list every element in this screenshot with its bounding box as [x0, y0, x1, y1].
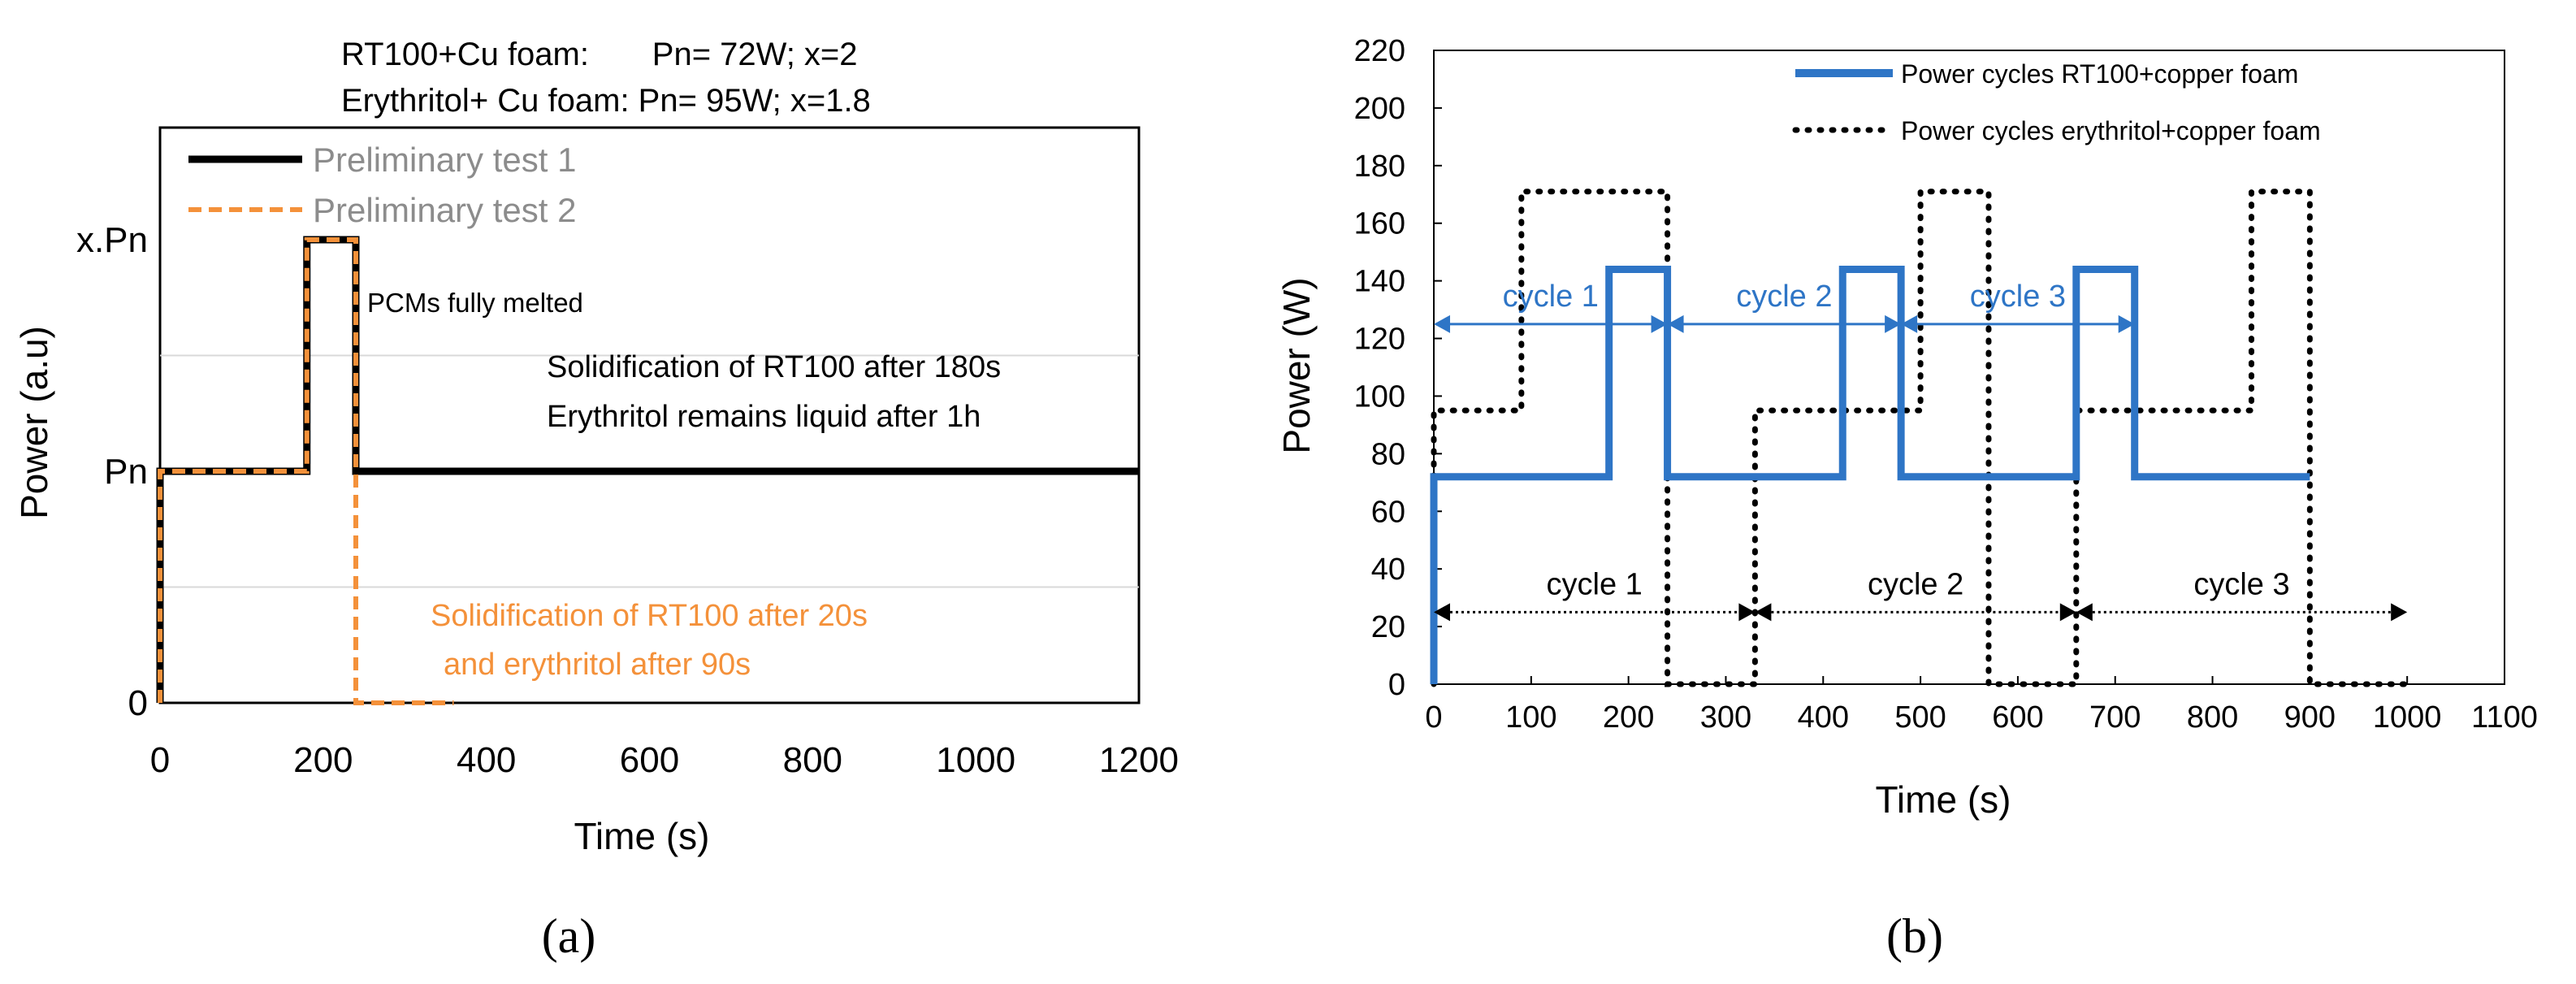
cycle-arrowhead-left [1755, 603, 1772, 622]
panel-b-y-tick-label: 140 [1354, 265, 1405, 299]
panel-b-x-tick-label: 500 [1894, 700, 1946, 735]
annotation-pcms-melted: PCMs fully melted [367, 288, 583, 318]
annotation-test1-line-2: Erythritol remains liquid after 1h [547, 400, 981, 434]
panel-b-x-axis-label: Time (s) [1876, 778, 2011, 821]
panel-b-y-tick-label: 40 [1371, 553, 1405, 587]
panel-b-figure-label: (b) [1886, 909, 1943, 963]
panel-a-y-axis-label: Power (a.u) [13, 326, 55, 519]
cycle-label: cycle 3 [2193, 567, 2289, 601]
cycle-marker-black-cycle-2: cycle 2 [1755, 567, 2076, 622]
cycle-marker-black-cycle-3: cycle 3 [2076, 567, 2408, 622]
panel-a-header-line-2: Erythritol+ Cu foam: Pn= 95W; x=1.8 [341, 83, 871, 119]
panel-b-y-tick-label: 100 [1354, 379, 1405, 414]
panel-a-x-tick-label: 800 [783, 740, 842, 780]
panel-a: RT100+Cu foam: Pn= 72W; x=2 Erythritol+ … [13, 37, 1179, 963]
panel-b-y-tick-label: 180 [1354, 150, 1405, 184]
panel-a-x-axis-label: Time (s) [574, 815, 710, 857]
panel-b-y-tick-label: 80 [1371, 437, 1405, 471]
panel-b-x-tick-label: 800 [2187, 700, 2238, 735]
panel-b-y-tick-label: 0 [1388, 668, 1405, 702]
cycle-arrowhead-right [2059, 603, 2076, 622]
panel-a-x-tick-label: 200 [293, 740, 353, 780]
panel-a-y-tick-labels: 0 Pn x.Pn [76, 220, 148, 723]
panel-b-x-tick-label: 700 [2089, 700, 2141, 735]
panel-b-x-tick-labels: 0 100 200 300 400 500 600 700 800 900 1000 1100 [1425, 700, 2537, 735]
panel-b-x-tick-label: 600 [1992, 700, 2043, 735]
panel-a-y-tick-label-x-pn: x.Pn [76, 220, 148, 260]
panel-b-x-tick-label: 200 [1603, 700, 1654, 735]
panel-a-x-tick-label: 0 [150, 740, 170, 780]
cycle-label: cycle 1 [1547, 567, 1643, 601]
panel-b-y-tick-labels: 0 20 40 60 80 100 120 140 160 180 200 220 [1354, 34, 1405, 702]
legend-label-test-1: Preliminary test 1 [313, 141, 576, 179]
cycle-arrowhead-left [1434, 603, 1450, 622]
series-power-cycles-erythritol-copper-foam [1431, 189, 2410, 687]
panel-b-x-tick-label: 100 [1505, 700, 1556, 735]
panel-b: cycle 1 cycle 2 cycle 3 cycle 1 cycle 2 cycle… [1275, 34, 2538, 963]
series-power-cycles-rt100-copper-foam [1430, 265, 2310, 684]
panel-b-cycle-markers: cycle 1 cycle 2 cycle 3 cycle 1 cycle 2 cycle… [1434, 280, 2408, 622]
panel-a-x-tick-label: 600 [620, 740, 679, 780]
panel-a-y-tick-label-pn: Pn [104, 452, 148, 492]
panel-b-x-tick-label: 400 [1798, 700, 1849, 735]
panel-a-x-tick-labels: 0 200 400 600 800 1000 1200 [150, 740, 1179, 780]
series-preliminary-test-2 [158, 237, 454, 705]
legend-label-rt100: Power cycles RT100+copper foam [1901, 59, 2298, 89]
panel-b-series [1430, 189, 2410, 687]
panel-a-x-tick-label: 400 [457, 740, 516, 780]
panel-b-y-tick-label: 220 [1354, 34, 1405, 68]
panel-b-x-tick-label: 900 [2284, 700, 2336, 735]
legend-label-erythritol: Power cycles erythritol+copper foam [1901, 116, 2321, 145]
panel-b-y-tick-label: 20 [1371, 610, 1405, 644]
panel-a-legend: Preliminary test 1 Preliminary test 2 [188, 141, 576, 229]
panel-a-x-tick-label: 1200 [1099, 740, 1179, 780]
panel-b-y-tick-label: 60 [1371, 495, 1405, 529]
panel-b-y-axis-label: Power (W) [1275, 277, 1318, 453]
cycle-label: cycle 1 [1503, 280, 1599, 314]
cycle-marker-blue-cycle-3: cycle 3 [1901, 280, 2135, 333]
cycle-arrowhead-left [1901, 314, 1918, 333]
panel-b-x-tick-label: 0 [1425, 700, 1442, 735]
cycle-label: cycle 2 [1868, 567, 1963, 601]
panel-a-series [156, 236, 1139, 705]
annotation-test2-line-1: Solidification of RT100 after 20s [431, 599, 868, 633]
cycle-arrowhead-right [2391, 603, 2408, 622]
panel-a-gridlines [160, 354, 1139, 588]
panel-a-y-tick-label-0: 0 [128, 683, 148, 723]
legend-label-test-2: Preliminary test 2 [313, 191, 576, 229]
cycle-arrowhead-right [1738, 603, 1756, 622]
panel-b-x-tick-label: 1000 [2373, 700, 2442, 735]
cycle-arrowhead-right [1885, 314, 1902, 333]
cycle-marker-blue-cycle-2: cycle 2 [1667, 280, 1902, 333]
panel-b-legend: Power cycles RT100+copper foam Power cyc… [1792, 59, 2321, 145]
panel-b-y-tick-label: 120 [1354, 323, 1405, 357]
annotation-test1-line-1: Solidification of RT100 after 180s [547, 350, 1001, 384]
panel-b-y-tick-label: 200 [1354, 92, 1405, 126]
cycle-arrowhead-left [1667, 314, 1684, 333]
cycle-marker-black-cycle-1: cycle 1 [1434, 567, 1756, 622]
panel-a-x-tick-label: 1000 [936, 740, 1015, 780]
panel-a-header-line-1: RT100+Cu foam: Pn= 72W; x=2 [341, 37, 858, 72]
cycle-label: cycle 2 [1736, 280, 1832, 314]
panel-b-x-tick-label: 1100 [2471, 700, 2538, 735]
cycle-arrowhead-right [2118, 314, 2135, 333]
panel-b-x-tick-label: 300 [1700, 700, 1751, 735]
panel-a-plot-frame [158, 126, 1141, 704]
cycle-arrowhead-left [1434, 314, 1450, 333]
cycle-arrowhead-right [1651, 314, 1668, 333]
annotation-test2-line-2: and erythritol after 90s [444, 648, 751, 682]
cycle-label: cycle 3 [1970, 280, 2066, 314]
cycle-marker-blue-cycle-1: cycle 1 [1434, 280, 1668, 333]
panel-b-y-tick-label: 160 [1354, 207, 1405, 241]
cycle-arrowhead-left [2076, 603, 2093, 622]
panel-a-figure-label: (a) [542, 909, 596, 963]
